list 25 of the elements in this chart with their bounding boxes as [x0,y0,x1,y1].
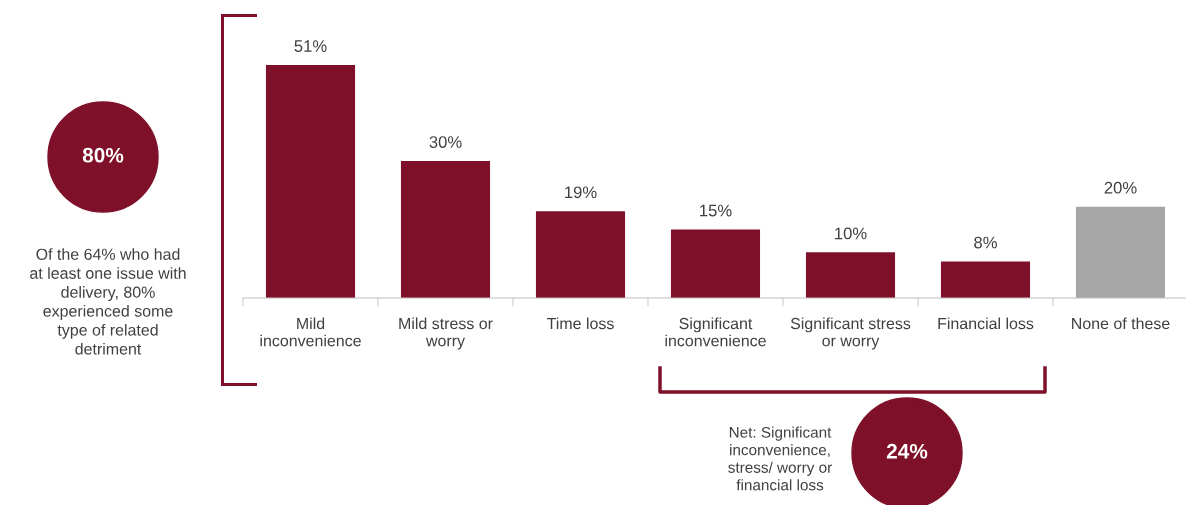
bar [535,211,626,298]
data-label: 30% [429,136,462,148]
data-label: 15% [700,204,732,217]
bar [400,160,491,298]
text: 24% [886,443,928,459]
x-tick-label: Financial loss [938,317,1034,330]
text: 80% [82,147,124,163]
x-tick-label: Time loss [546,317,614,330]
data-label: 19% [565,186,597,199]
text: Of the 64% who had at least one issue with delivery, 80% experienced some type of related detriment [30,248,186,355]
bar [940,261,1031,298]
x-tick-label: Mild stress or worry [399,317,493,350]
data-label: 8% [974,236,997,249]
data-label: 10% [835,227,867,240]
bar [670,229,761,298]
x-tick-label: Significant stress or worry [790,317,911,350]
bar [805,252,896,298]
x-tick-label: Significant inconvenience [665,317,766,347]
x-tick-label: Mild inconvenience [260,317,361,347]
bar [265,65,356,298]
bar [1075,206,1166,298]
text: Net: Significant inconvenience, stress/ worry or financial loss [728,426,832,491]
x-tick-label: None of these [1072,317,1170,330]
data-label: 20% [1104,181,1137,194]
data-label: 51% [294,40,327,52]
